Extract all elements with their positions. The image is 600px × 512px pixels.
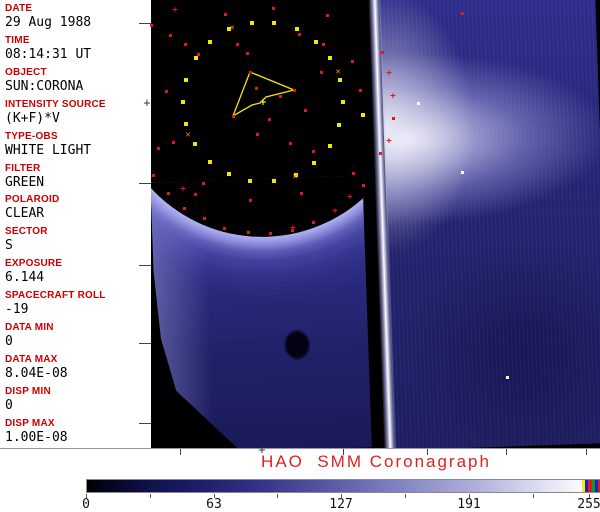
field-value: GREEN xyxy=(5,174,45,190)
field-label: TIME xyxy=(5,34,30,46)
metadata-field-spacecraft-roll: SPACECRAFT ROLL -19 xyxy=(5,290,150,317)
colorbar-reserved-stripe xyxy=(588,480,592,492)
metadata-field-intensity-source: INTENSITY SOURCE (K+F)*V xyxy=(5,99,150,126)
field-label: DATA MAX xyxy=(5,353,58,365)
page-title: HAO SMM Coronagraph xyxy=(261,452,491,471)
colorbar-tick xyxy=(277,494,278,498)
colorbar-tick xyxy=(150,494,151,498)
colorbar-reserved-stripe xyxy=(591,480,595,492)
field-label: SPACECRAFT ROLL xyxy=(5,290,106,302)
field-value: SUN:CORONA xyxy=(5,78,84,94)
field-value: S xyxy=(5,238,13,254)
field-label: TYPE-OBS xyxy=(5,130,58,142)
field-label: DATE xyxy=(5,3,33,14)
metadata-field-data-min: DATA MIN 0 xyxy=(5,322,150,349)
colorbar-reserved-stripe xyxy=(585,480,589,492)
field-value: 8.04E-08 xyxy=(5,365,68,381)
field-value: CLEAR xyxy=(5,206,45,222)
field-label: FILTER xyxy=(5,162,41,174)
colorbar-label: 191 xyxy=(457,497,481,512)
colorbar-gradient xyxy=(87,480,582,492)
metadata-field-polaroid: POLAROID CLEAR xyxy=(5,194,150,221)
metadata-field-time: TIME 08:14:31 UT xyxy=(5,35,150,62)
colorbar-tick xyxy=(214,494,215,498)
dark-spot xyxy=(283,329,311,361)
metadata-field-disp-min: DISP MIN 0 xyxy=(5,386,150,413)
metadata-sidebar: DATE 29 Aug 1988 TIME 08:14:31 UT OBJECT SUN:… xyxy=(0,0,151,448)
colorbar-tick xyxy=(533,494,534,498)
image-display-area[interactable] xyxy=(151,0,600,449)
metadata-field-data-max: DATA MAX 8.04E-08 xyxy=(5,354,150,381)
colorbar-reserved-stripe xyxy=(582,480,586,492)
metadata-field-object: OBJECT SUN:CORONA xyxy=(5,67,150,94)
colorbar-tick xyxy=(86,494,87,498)
metadata-field-sector: SECTOR S xyxy=(5,226,150,253)
colorbar-tick xyxy=(589,494,590,498)
field-label: EXPOSURE xyxy=(5,258,63,270)
field-value: -19 xyxy=(5,302,29,318)
field-value: 08:14:31 UT xyxy=(5,46,92,62)
field-value: (K+F)*V xyxy=(5,110,60,126)
coronagraph-photo xyxy=(151,0,600,449)
metadata-field-filter: FILTER GREEN xyxy=(5,163,150,190)
field-value: 0 xyxy=(5,334,13,349)
colorbar-tick xyxy=(469,494,470,498)
field-label: SECTOR xyxy=(5,226,48,238)
field-label: POLAROID xyxy=(5,194,60,206)
metadata-field-disp-max: DISP MAX 1.00E-08 xyxy=(5,418,150,445)
metadata-field-type-obs: TYPE-OBS WHITE LIGHT xyxy=(5,131,150,158)
metadata-field-date: DATE 29 Aug 1988 xyxy=(5,3,150,30)
field-label: DISP MAX xyxy=(5,417,55,429)
colorbar-label: 0 xyxy=(82,497,90,512)
field-label: OBJECT xyxy=(5,66,47,78)
intensity-colorbar xyxy=(86,479,600,493)
bottom-axis-line xyxy=(0,448,600,449)
field-value: 6.144 xyxy=(5,270,45,286)
colorbar-tick xyxy=(405,494,406,498)
field-value: WHITE LIGHT xyxy=(5,142,92,158)
corona-streamer-region xyxy=(379,0,600,449)
field-value: 1.00E-08 xyxy=(5,429,68,445)
field-label: INTENSITY SOURCE xyxy=(5,98,106,110)
occulting-disk xyxy=(151,175,372,243)
colorbar-tick xyxy=(341,494,342,498)
field-label: DISP MIN xyxy=(5,385,51,397)
metadata-field-exposure: EXPOSURE 6.144 xyxy=(5,258,150,285)
field-label: DATA MIN xyxy=(5,322,54,333)
field-value: 0 xyxy=(5,397,13,413)
colorbar-reserved-stripe xyxy=(597,480,600,492)
field-value: 29 Aug 1988 xyxy=(5,15,92,30)
colorbar-label: 127 xyxy=(329,497,353,512)
colorbar-reserved-stripe xyxy=(594,480,598,492)
colorbar-label: 63 xyxy=(206,497,222,512)
colorbar-label: 255 xyxy=(577,497,600,512)
